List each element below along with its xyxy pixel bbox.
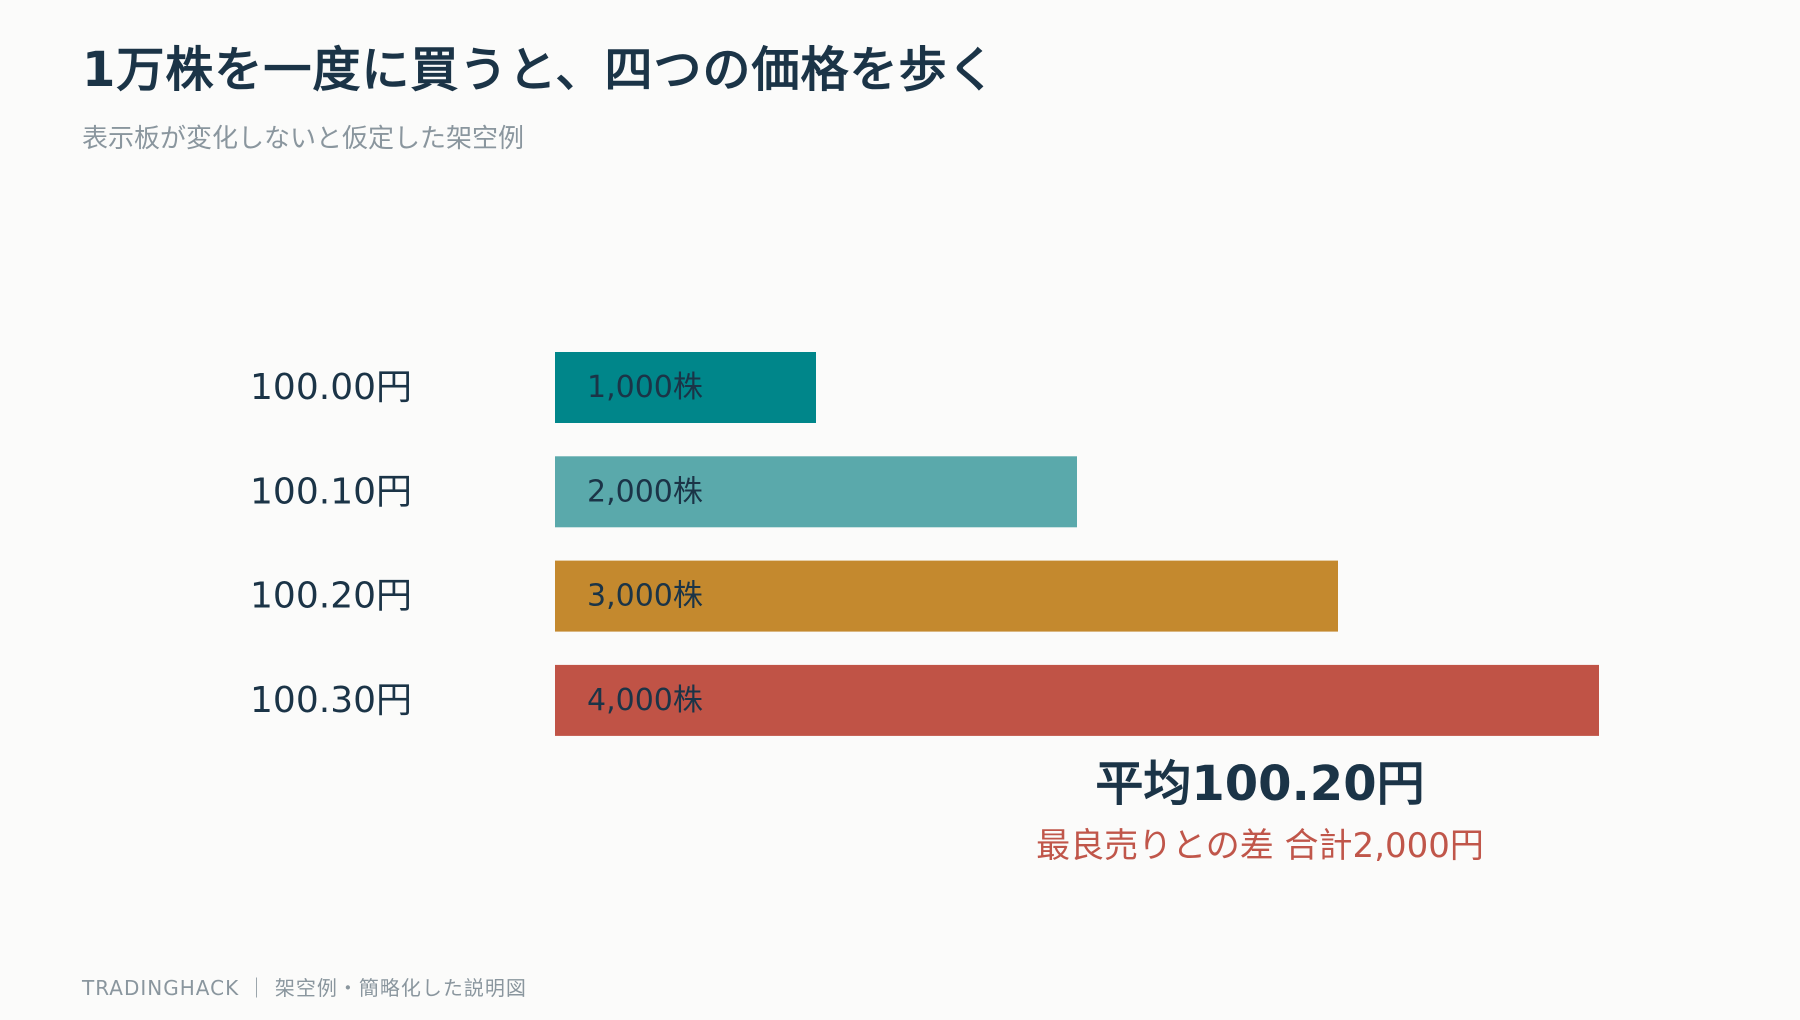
- price-label-2: 100.10円: [250, 471, 412, 512]
- price-label-1: 100.00円: [250, 367, 412, 408]
- bar-1: [555, 352, 816, 423]
- bar-3: [555, 560, 1338, 632]
- price-difference-annotation: 最良売りとの差 合計2,000円: [1036, 826, 1484, 866]
- page-subtitle: 表示板が変化しないと仮定した架空例: [82, 124, 525, 154]
- footer-credit: TRADINGHACK ｜ 架空例・簡略化した説明図: [82, 976, 527, 1000]
- average-price-annotation: 平均100.20円: [1095, 756, 1425, 812]
- price-label-4: 100.30円: [250, 680, 412, 721]
- price-label-3: 100.20円: [250, 576, 412, 617]
- bar-value-label-3: 3,000株: [587, 579, 703, 614]
- page-title: 1万株を一度に買うと、四つの価格を歩く: [82, 42, 997, 98]
- bar-value-label-2: 2,000株: [587, 474, 703, 509]
- bar-value-label-1: 1,000株: [587, 370, 703, 405]
- bar-4: [555, 664, 1599, 736]
- bar-2: [555, 456, 1077, 528]
- bar-value-label-4: 4,000株: [587, 683, 703, 718]
